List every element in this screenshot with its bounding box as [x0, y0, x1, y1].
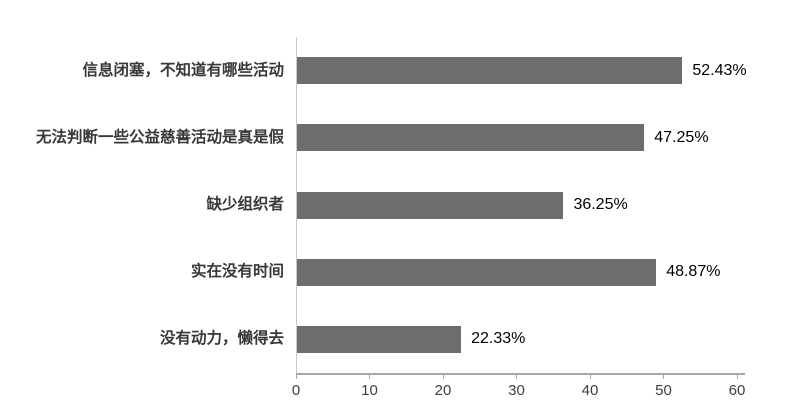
x-tick-label: 40: [581, 382, 599, 399]
x-tick: [663, 375, 664, 379]
bar-value-label: 22.33%: [471, 330, 526, 348]
bar-value-label: 36.25%: [573, 196, 628, 213]
x-tick-label: 50: [655, 382, 672, 399]
x-tick-label: 10: [361, 382, 378, 399]
x-tick: [516, 375, 517, 379]
bar-value-label: 48.87%: [666, 263, 721, 281]
x-tick: [369, 375, 370, 379]
x-tick: [442, 375, 444, 379]
x-tick-label: 20: [434, 382, 452, 399]
x-tick-label: 0: [291, 382, 301, 399]
category-label: 没有动力，懒得去: [159, 330, 284, 348]
x-tick: [295, 375, 297, 379]
bar: [297, 191, 564, 219]
y-axis-line: [296, 37, 297, 373]
bar: [297, 57, 683, 85]
category-label: 缺少组织者: [206, 196, 284, 213]
x-tick-label: 60: [728, 382, 746, 399]
bar: [297, 258, 657, 286]
bar: [297, 124, 645, 152]
category-label: 信息闭塞，不知道有哪些活动: [82, 61, 284, 79]
bar-value-label: 52.43%: [692, 61, 747, 79]
bar-value-label: 47.25%: [654, 128, 709, 146]
x-axis-line: [296, 373, 745, 375]
x-tick: [589, 375, 591, 379]
x-tick: [736, 375, 738, 379]
category-label: 实在没有时间: [190, 263, 284, 281]
category-label: 无法判断一些公益慈善活动是真是假: [35, 128, 284, 146]
x-tick-label: 30: [508, 382, 525, 399]
bar: [297, 325, 462, 353]
